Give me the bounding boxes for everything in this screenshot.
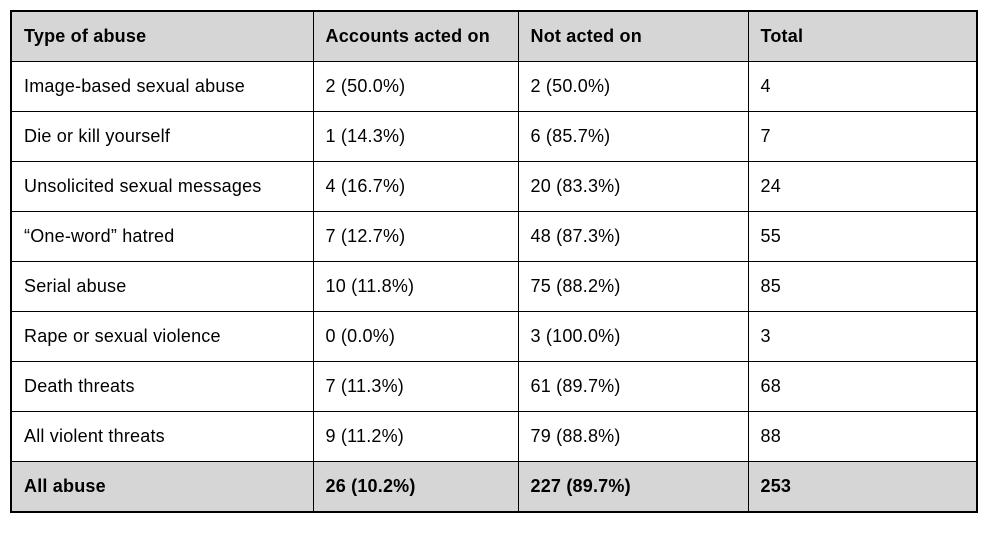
cell-acted-on: 7 (12.7%)	[313, 212, 518, 262]
table-row: Unsolicited sexual messages 4 (16.7%) 20…	[11, 162, 977, 212]
cell-acted-on: 7 (11.3%)	[313, 362, 518, 412]
cell-not-acted-on: 20 (83.3%)	[518, 162, 748, 212]
cell-acted-on: 10 (11.8%)	[313, 262, 518, 312]
table-header-row: Type of abuse Accounts acted on Not acte…	[11, 11, 977, 62]
cell-type: Rape or sexual violence	[11, 312, 313, 362]
cell-total: 24	[748, 162, 977, 212]
col-header-type: Type of abuse	[11, 11, 313, 62]
table-row: All violent threats 9 (11.2%) 79 (88.8%)…	[11, 412, 977, 462]
abuse-breakdown-table: Type of abuse Accounts acted on Not acte…	[10, 10, 978, 513]
cell-total: 68	[748, 362, 977, 412]
col-header-total: Total	[748, 11, 977, 62]
cell-type: Image-based sexual abuse	[11, 62, 313, 112]
table-row: Die or kill yourself 1 (14.3%) 6 (85.7%)…	[11, 112, 977, 162]
cell-acted-on: 2 (50.0%)	[313, 62, 518, 112]
cell-acted-on: 0 (0.0%)	[313, 312, 518, 362]
cell-type: Die or kill yourself	[11, 112, 313, 162]
cell-total: 7	[748, 112, 977, 162]
cell-type: All abuse	[11, 462, 313, 513]
cell-acted-on: 4 (16.7%)	[313, 162, 518, 212]
table-row: “One-word” hatred 7 (12.7%) 48 (87.3%) 5…	[11, 212, 977, 262]
table-row: Death threats 7 (11.3%) 61 (89.7%) 68	[11, 362, 977, 412]
cell-total: 55	[748, 212, 977, 262]
cell-not-acted-on: 75 (88.2%)	[518, 262, 748, 312]
cell-not-acted-on: 3 (100.0%)	[518, 312, 748, 362]
cell-acted-on: 1 (14.3%)	[313, 112, 518, 162]
cell-type: Death threats	[11, 362, 313, 412]
table-row: Rape or sexual violence 0 (0.0%) 3 (100.…	[11, 312, 977, 362]
cell-not-acted-on: 61 (89.7%)	[518, 362, 748, 412]
cell-type: “One-word” hatred	[11, 212, 313, 262]
table-total-row: All abuse 26 (10.2%) 227 (89.7%) 253	[11, 462, 977, 513]
cell-total: 253	[748, 462, 977, 513]
col-header-acted-on: Accounts acted on	[313, 11, 518, 62]
cell-not-acted-on: 48 (87.3%)	[518, 212, 748, 262]
cell-total: 4	[748, 62, 977, 112]
table-row: Serial abuse 10 (11.8%) 75 (88.2%) 85	[11, 262, 977, 312]
cell-type: Unsolicited sexual messages	[11, 162, 313, 212]
cell-total: 88	[748, 412, 977, 462]
col-header-not-acted-on: Not acted on	[518, 11, 748, 62]
table-row: Image-based sexual abuse 2 (50.0%) 2 (50…	[11, 62, 977, 112]
cell-acted-on: 26 (10.2%)	[313, 462, 518, 513]
cell-acted-on: 9 (11.2%)	[313, 412, 518, 462]
cell-total: 3	[748, 312, 977, 362]
cell-total: 85	[748, 262, 977, 312]
cell-not-acted-on: 6 (85.7%)	[518, 112, 748, 162]
cell-not-acted-on: 2 (50.0%)	[518, 62, 748, 112]
cell-type: Serial abuse	[11, 262, 313, 312]
cell-type: All violent threats	[11, 412, 313, 462]
cell-not-acted-on: 227 (89.7%)	[518, 462, 748, 513]
cell-not-acted-on: 79 (88.8%)	[518, 412, 748, 462]
